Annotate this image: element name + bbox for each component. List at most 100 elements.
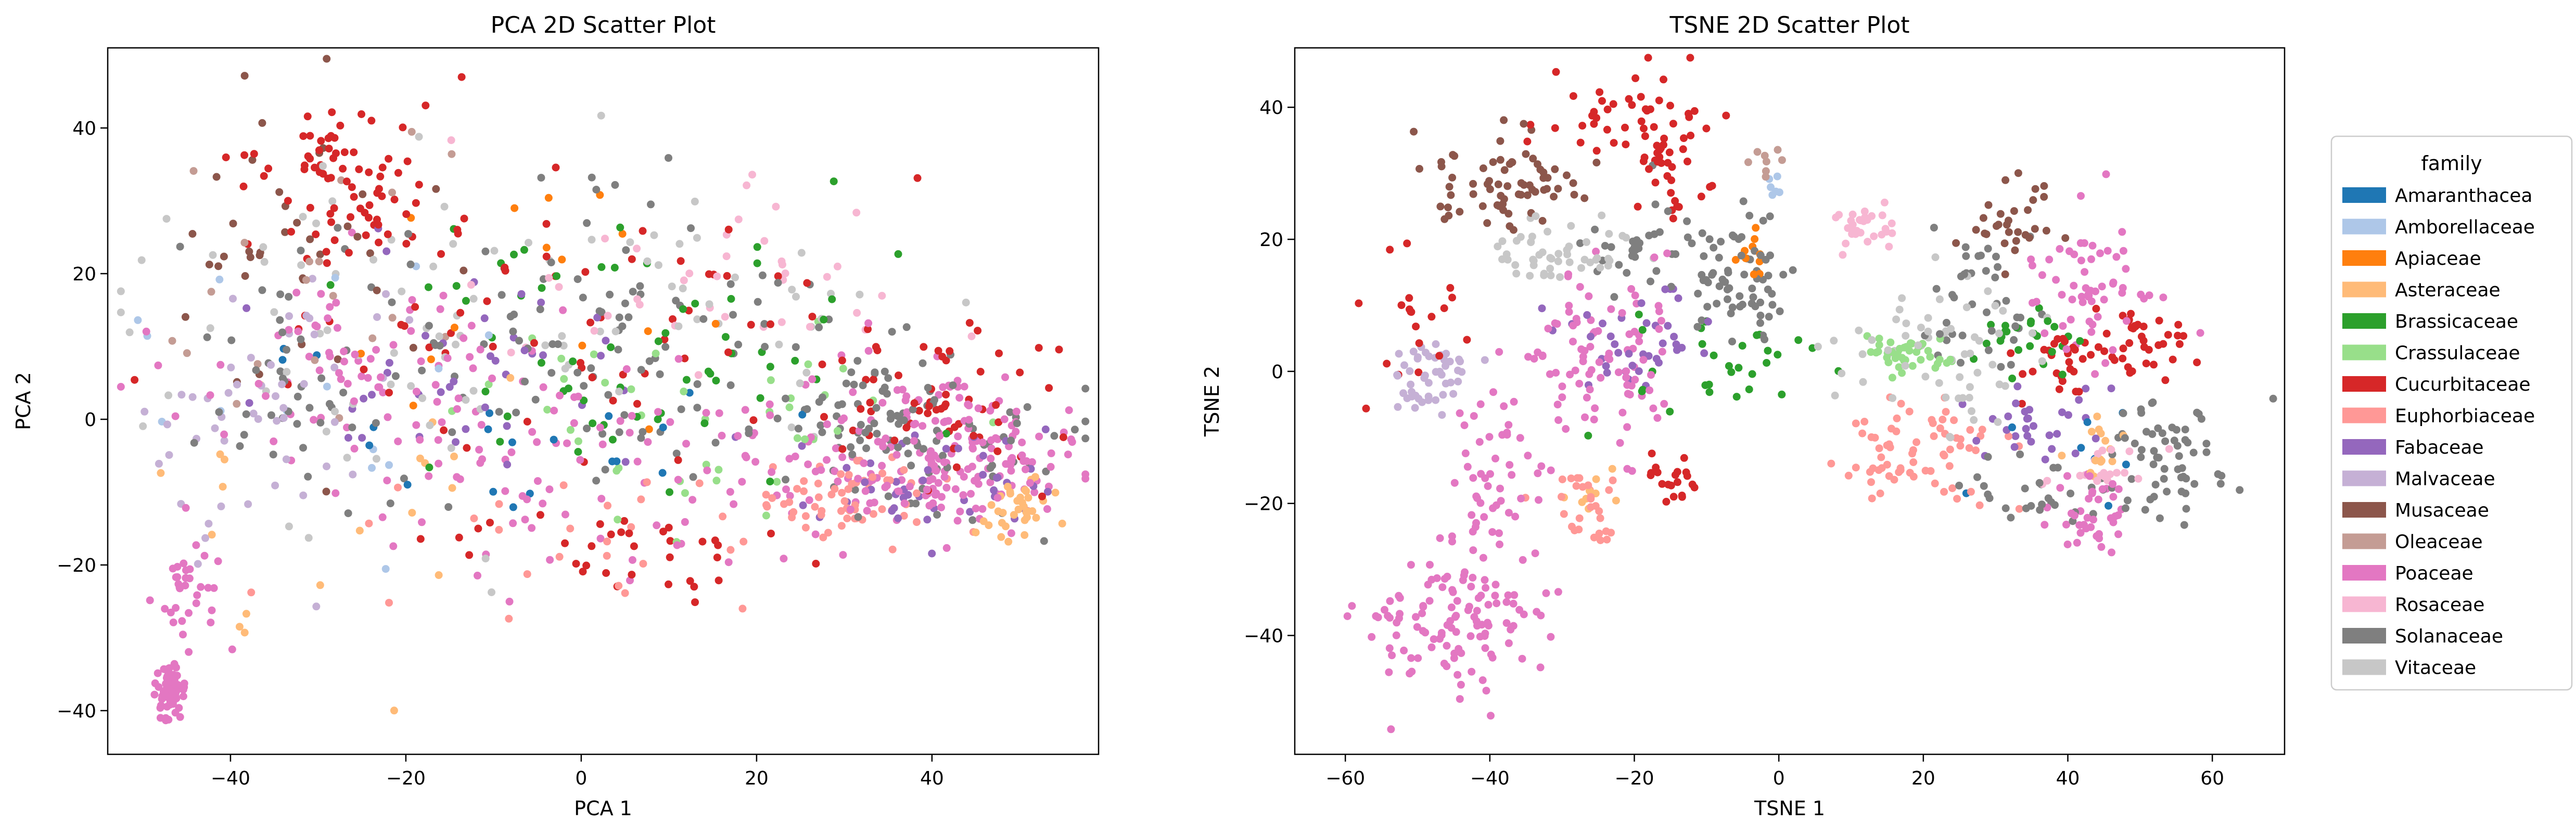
scatter-point <box>1447 378 1455 387</box>
scatter-point <box>394 169 402 177</box>
scatter-point <box>2121 504 2129 512</box>
scatter-point <box>934 346 942 355</box>
scatter-point <box>1762 167 1770 175</box>
scatter-point <box>1701 381 1710 389</box>
scatter-point <box>322 248 330 256</box>
scatter-point <box>403 481 412 489</box>
scatter-point <box>1534 160 1541 169</box>
legend-label: Fabaceae <box>2395 437 2484 458</box>
scatter-point <box>1381 606 1388 614</box>
scatter-point <box>2002 297 2010 305</box>
scatter-point <box>1425 597 1434 605</box>
scatter-point <box>1898 369 1906 377</box>
scatter-point <box>306 235 314 243</box>
x-tick-label: −20 <box>386 768 426 789</box>
scatter-point <box>2063 472 2071 480</box>
scatter-point <box>1592 475 1600 483</box>
scatter-point <box>1965 444 1973 452</box>
scatter-point <box>450 324 458 332</box>
scatter-point <box>923 485 931 494</box>
scatter-point <box>418 394 427 402</box>
scatter-point <box>1511 512 1520 521</box>
scatter-point <box>1702 124 1711 133</box>
scatter-point <box>247 354 255 362</box>
pca-axes-frame <box>107 47 1100 755</box>
scatter-point <box>857 421 865 429</box>
scatter-point <box>1452 628 1460 636</box>
scatter-point <box>949 381 957 390</box>
scatter-point <box>165 694 174 702</box>
scatter-point <box>1995 329 2003 338</box>
scatter-point <box>2021 484 2029 493</box>
scatter-point <box>2170 436 2178 445</box>
scatter-point <box>1412 613 1420 621</box>
scatter-point <box>1566 370 1574 379</box>
scatter-point <box>484 425 492 433</box>
y-tick-label: 20 <box>72 264 96 285</box>
scatter-point <box>2101 473 2109 481</box>
scatter-point <box>569 357 577 366</box>
scatter-point <box>681 354 689 363</box>
scatter-point <box>2027 255 2035 264</box>
scatter-point <box>542 220 551 228</box>
scatter-point <box>754 298 762 306</box>
scatter-point <box>205 261 213 268</box>
scatter-point <box>389 341 398 349</box>
scatter-point <box>450 452 458 460</box>
scatter-point <box>711 319 720 328</box>
scatter-point <box>481 555 490 563</box>
scatter-point <box>629 288 637 296</box>
scatter-point <box>987 501 996 509</box>
scatter-point <box>715 576 723 585</box>
scatter-point <box>1592 114 1601 122</box>
scatter-point <box>944 417 952 425</box>
scatter-point <box>1917 324 1925 332</box>
x-tick-label: −40 <box>1470 768 1510 789</box>
scatter-point <box>2092 287 2099 295</box>
scatter-point <box>1965 394 1973 402</box>
scatter-point <box>539 383 547 391</box>
scatter-point <box>1591 225 1599 234</box>
scatter-point <box>510 311 518 318</box>
scatter-point <box>1958 331 1967 340</box>
scatter-point <box>942 430 950 438</box>
scatter-point <box>1469 546 1477 555</box>
scatter-point <box>869 376 877 383</box>
scatter-point <box>878 398 887 407</box>
scatter-point <box>545 274 553 282</box>
scatter-point <box>2052 276 2060 284</box>
scatter-point <box>305 353 313 361</box>
scatter-point <box>208 531 216 539</box>
scatter-point <box>1761 151 1769 160</box>
scatter-point <box>621 299 629 307</box>
scatter-point <box>515 337 523 345</box>
scatter-point <box>455 533 463 542</box>
scatter-point <box>378 513 387 521</box>
scatter-point <box>211 424 219 432</box>
legend-label: Amborellaceae <box>2395 217 2535 238</box>
scatter-point <box>240 151 249 159</box>
scatter-point <box>1511 261 1520 269</box>
scatter-point <box>840 497 849 505</box>
scatter-point <box>350 444 359 453</box>
scatter-point <box>474 571 481 580</box>
scatter-point <box>603 551 611 560</box>
scatter-point <box>501 487 509 495</box>
scatter-point <box>374 221 382 229</box>
scatter-point <box>1021 531 1029 539</box>
scatter-point <box>1343 612 1351 620</box>
scatter-point <box>1776 307 1784 315</box>
scatter-point <box>1660 134 1668 143</box>
scatter-point <box>978 505 987 513</box>
scatter-point <box>2026 342 2034 350</box>
scatter-point <box>2040 345 2048 354</box>
scatter-point <box>407 127 416 136</box>
legend-swatch <box>2342 659 2386 675</box>
scatter-point <box>1940 452 1948 460</box>
scatter-point <box>602 337 610 345</box>
scatter-point <box>681 518 689 526</box>
scatter-point <box>954 444 962 453</box>
scatter-point <box>1930 224 1938 232</box>
scatter-point <box>583 425 591 433</box>
scatter-point <box>965 416 973 424</box>
